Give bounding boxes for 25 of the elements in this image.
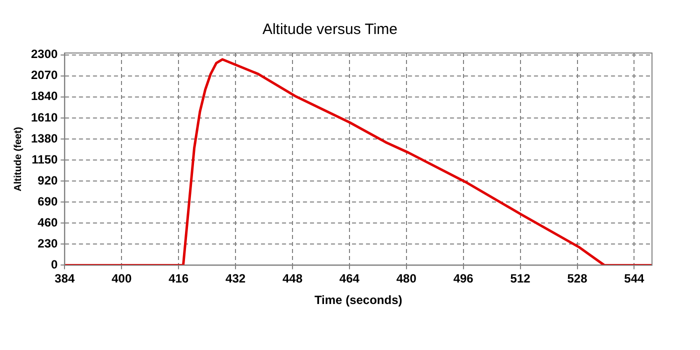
x-tick-label: 480: [396, 272, 417, 286]
x-tick-label: 384: [54, 272, 76, 286]
x-tick-label: 400: [112, 272, 132, 286]
x-tick-label: 432: [226, 272, 246, 286]
y-axis-title: Altitude (feet): [12, 126, 24, 192]
y-tick-label: 230: [38, 236, 58, 250]
y-tick-label: 690: [38, 194, 58, 208]
y-tick-label: 460: [38, 215, 58, 230]
y-tick-label: 1380: [30, 131, 58, 146]
x-tick-label: 464: [339, 272, 360, 286]
x-axis-title: Time (seconds): [314, 293, 402, 308]
y-tick-label: 1840: [30, 89, 58, 104]
y-tick-label: 0: [51, 258, 58, 272]
x-tick-label: 448: [282, 272, 303, 286]
x-tick-label: 416: [168, 272, 189, 286]
x-tick-label: 496: [453, 272, 474, 286]
chart-title: Altitude versus Time: [262, 21, 398, 38]
y-tick-label: 1150: [32, 152, 58, 166]
y-tick-label: 1610: [30, 110, 58, 124]
x-tick-label: 528: [567, 272, 588, 286]
y-tick-label: 2070: [30, 68, 58, 82]
x-tick-label: 512: [510, 272, 531, 286]
y-tick-label: 920: [38, 173, 58, 188]
y-tick-label: 2300: [30, 47, 58, 62]
x-tick-label: 544: [624, 272, 645, 286]
